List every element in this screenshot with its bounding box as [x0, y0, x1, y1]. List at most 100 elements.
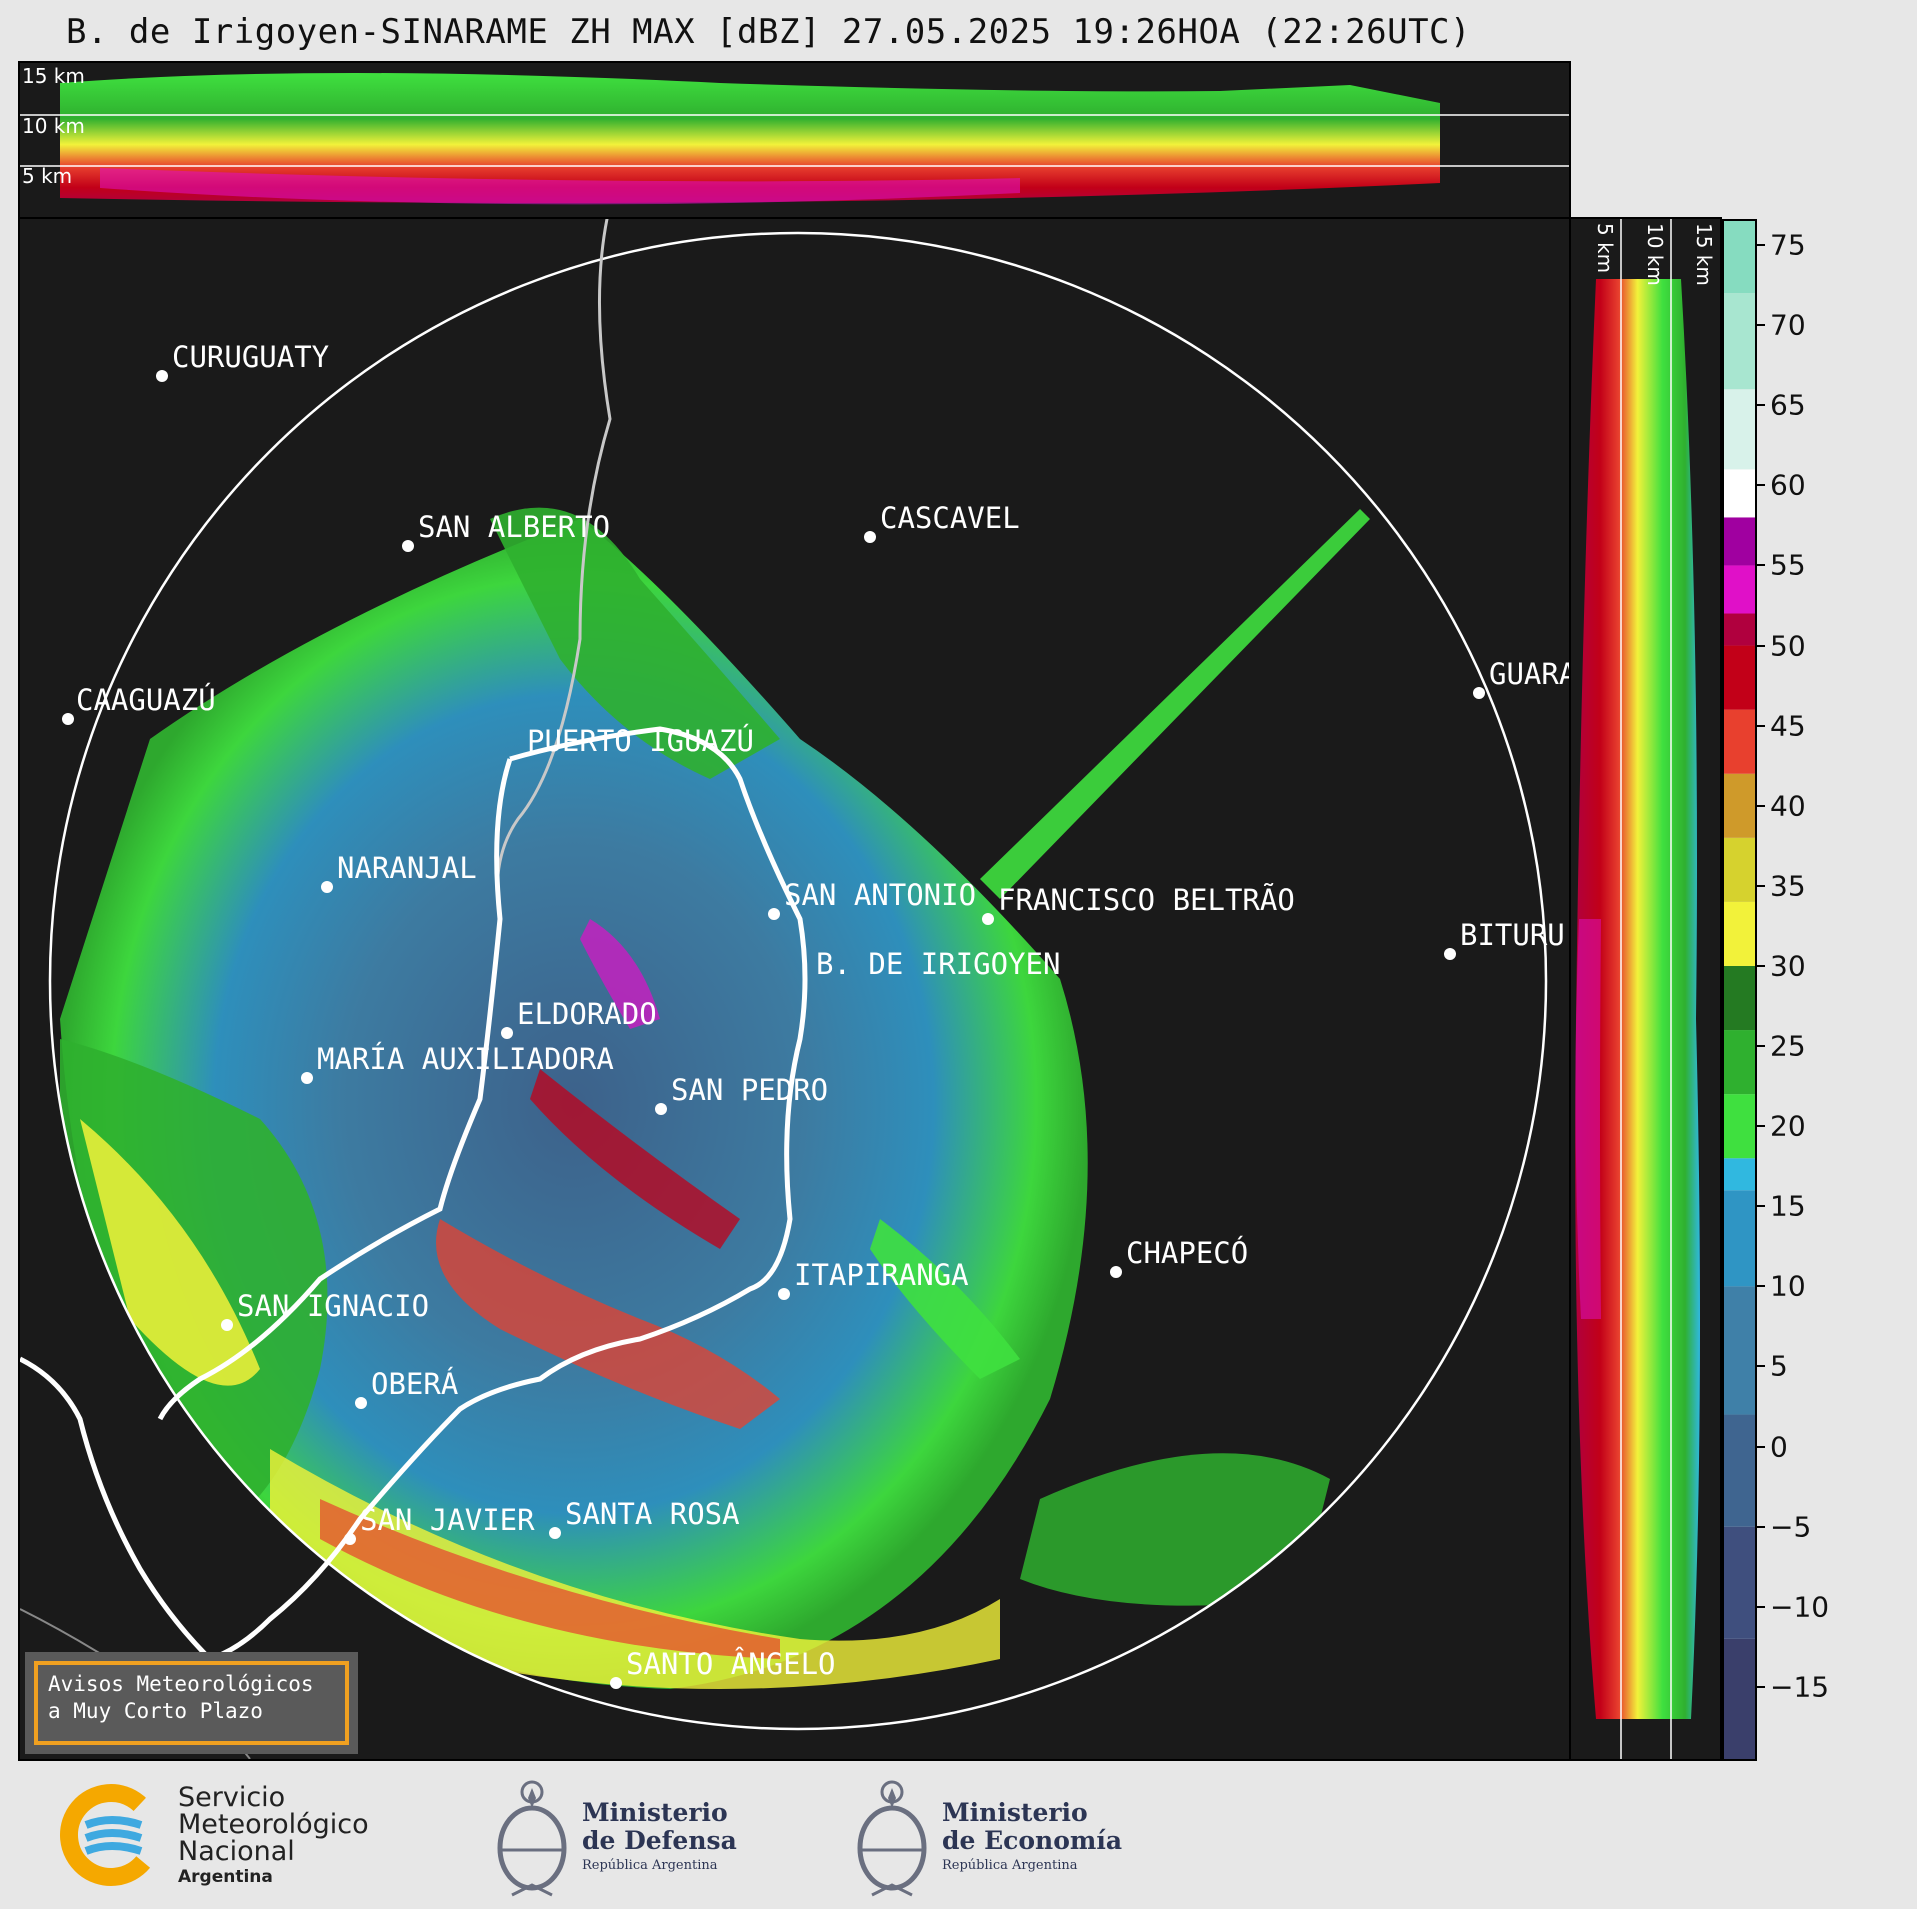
colorbar-scale	[1724, 221, 1755, 1759]
svg-text:SAN ANTONIO: SAN ANTONIO	[784, 878, 976, 912]
svg-text:ITAPIRANGA: ITAPIRANGA	[794, 1258, 969, 1292]
logo-smn: Servicio Meteorológico Nacional Argentin…	[56, 1780, 396, 1890]
city-cascavel: CASCAVEL	[864, 501, 1020, 543]
colorbar-tick-label: 20	[1770, 1109, 1806, 1143]
city-naranjal: NARANJAL	[321, 851, 477, 893]
logo-ministerio-defensa: Ministerio de Defensa República Argentin…	[492, 1770, 752, 1900]
colorbar-tick	[1757, 884, 1765, 887]
colorbar-tick	[1757, 404, 1765, 407]
colorbar-tick-label: 10	[1770, 1269, 1806, 1303]
city-san-javier: SAN JAVIER	[344, 1503, 535, 1545]
svg-text:CAAGUAZÚ: CAAGUAZÚ	[76, 683, 216, 717]
coat-of-arms-icon	[857, 1780, 927, 1897]
city-eldorado: ELDORADO	[501, 997, 657, 1039]
colorbar	[1722, 219, 1757, 1761]
svg-text:CHAPECÓ: CHAPECÓ	[1126, 1236, 1248, 1270]
svg-text:SAN JAVIER: SAN JAVIER	[360, 1503, 535, 1537]
top-core-shape	[100, 168, 1020, 205]
city-bituru: BITURU	[1444, 918, 1565, 960]
city-markers: CURUGUATY SAN ALBERTO CASCAVEL CAAGUAZÚ …	[62, 340, 1569, 1689]
economia-line-1: Ministerio	[942, 1798, 1088, 1827]
border-misiones	[20, 726, 808, 1662]
colorbar-tick-label: 45	[1770, 709, 1806, 743]
colorbar-segment	[1724, 965, 1755, 1031]
colorbar-tick	[1757, 1285, 1765, 1288]
city-chapeco: CHAPECÓ	[1110, 1236, 1248, 1278]
colorbar-tick	[1757, 244, 1765, 247]
colorbar-segment	[1724, 1030, 1755, 1095]
colorbar-tick	[1757, 484, 1765, 487]
city-santa-rosa: SANTA ROSA	[549, 1497, 740, 1539]
colorbar-tick-label: −15	[1770, 1670, 1830, 1704]
notice-line-1: Avisos Meteorológicos	[48, 1672, 314, 1696]
height-label-5km: 5 km	[22, 164, 72, 188]
echo-core-central	[436, 1219, 780, 1429]
colorbar-tick-label: 15	[1770, 1189, 1806, 1223]
colorbar-tick	[1757, 1445, 1765, 1448]
smn-line-1: Servicio	[178, 1782, 286, 1813]
colorbar-segment	[1724, 1638, 1755, 1759]
svg-text:MARÍA AUXILIADORA: MARÍA AUXILIADORA	[317, 1042, 614, 1076]
top-echo-shape	[60, 73, 1440, 203]
notice-frame: Avisos Meteorológicos a Muy Corto Plazo	[34, 1661, 349, 1745]
coat-of-arms-icon	[497, 1780, 567, 1897]
svg-text:SAN IGNACIO: SAN IGNACIO	[237, 1289, 429, 1323]
echo-core-southwest	[80, 1119, 260, 1386]
colorbar-tick	[1757, 1205, 1765, 1208]
colorbar-tick-label: 35	[1770, 869, 1806, 903]
colorbar-segment	[1724, 901, 1755, 966]
side-cross-section-panel: 5 km 10 km 15 km	[1569, 217, 1722, 1761]
colorbar-tick-label: 50	[1770, 629, 1806, 663]
smn-line-3: Nacional	[178, 1836, 295, 1867]
svg-text:CURUGUATY: CURUGUATY	[172, 340, 329, 374]
defensa-line-3: República Argentina	[582, 1858, 718, 1873]
city-san-antonio: SAN ANTONIO	[768, 878, 976, 920]
colorbar-tick	[1757, 1605, 1765, 1608]
top-cross-section-panel: 15 km 10 km 5 km	[18, 61, 1571, 219]
svg-text:ELDORADO: ELDORADO	[517, 997, 657, 1031]
city-maria-auxiliadora: MARÍA AUXILIADORA	[301, 1042, 614, 1084]
colorbar-segment	[1724, 389, 1755, 470]
city-caaguazu: CAAGUAZÚ	[62, 683, 216, 725]
colorbar-tick-label: 55	[1770, 548, 1806, 582]
side-height-label-10km: 10 km	[1643, 223, 1667, 286]
echo-band-south	[270, 1449, 1000, 1689]
smn-line-2: Meteorológico	[178, 1809, 369, 1840]
colorbar-tick	[1757, 1365, 1765, 1368]
side-core-shape	[1575, 919, 1601, 1319]
colorbar-tick	[1757, 644, 1765, 647]
colorbar-segment	[1724, 837, 1755, 902]
echo-layer	[60, 507, 1370, 1689]
colorbar-segment	[1724, 1526, 1755, 1639]
city-itapiranga: ITAPIRANGA	[778, 1258, 969, 1300]
city-san-pedro: SAN PEDRO	[655, 1073, 828, 1115]
echo-band-east	[870, 1219, 1020, 1379]
colorbar-tick	[1757, 964, 1765, 967]
colorbar-segment	[1724, 1286, 1755, 1415]
colorbar-tick	[1757, 1045, 1765, 1048]
colorbar-segment	[1724, 613, 1755, 646]
city-puerto-iguazu: PUERTO IGUAZÚ	[527, 724, 754, 758]
echo-core-north	[580, 919, 660, 1029]
colorbar-segment	[1724, 469, 1755, 518]
defensa-line-2: de Defensa	[582, 1826, 737, 1855]
colorbar-segment	[1724, 645, 1755, 710]
city-curuguaty: CURUGUATY	[156, 340, 329, 382]
side-height-label-15km: 15 km	[1692, 223, 1716, 286]
echo-band-southeast	[1020, 1453, 1330, 1606]
echo-core-south	[320, 1499, 780, 1659]
colorbar-tick-label: 40	[1770, 789, 1806, 823]
colorbar-tick-label: −10	[1770, 1590, 1830, 1624]
colorbar-segment	[1724, 293, 1755, 390]
border-parana-river	[157, 758, 513, 1421]
height-label-15km: 15 km	[22, 64, 85, 88]
svg-text:SAN ALBERTO: SAN ALBERTO	[418, 510, 610, 544]
city-francisco-beltrao: FRANCISCO BELTRÃO	[982, 883, 1295, 925]
city-obera: OBERÁ	[355, 1367, 458, 1409]
chart-title: B. de Irigoyen-SINARAME ZH MAX [dBZ] 27.…	[66, 12, 1471, 52]
echo-core-sanpedro	[530, 1069, 740, 1249]
city-san-alberto: SAN ALBERTO	[402, 510, 610, 552]
colorbar-tick-label: 25	[1770, 1029, 1806, 1063]
side-echo-shape	[1575, 279, 1700, 1719]
colorbar-tick-label: 0	[1770, 1430, 1788, 1464]
